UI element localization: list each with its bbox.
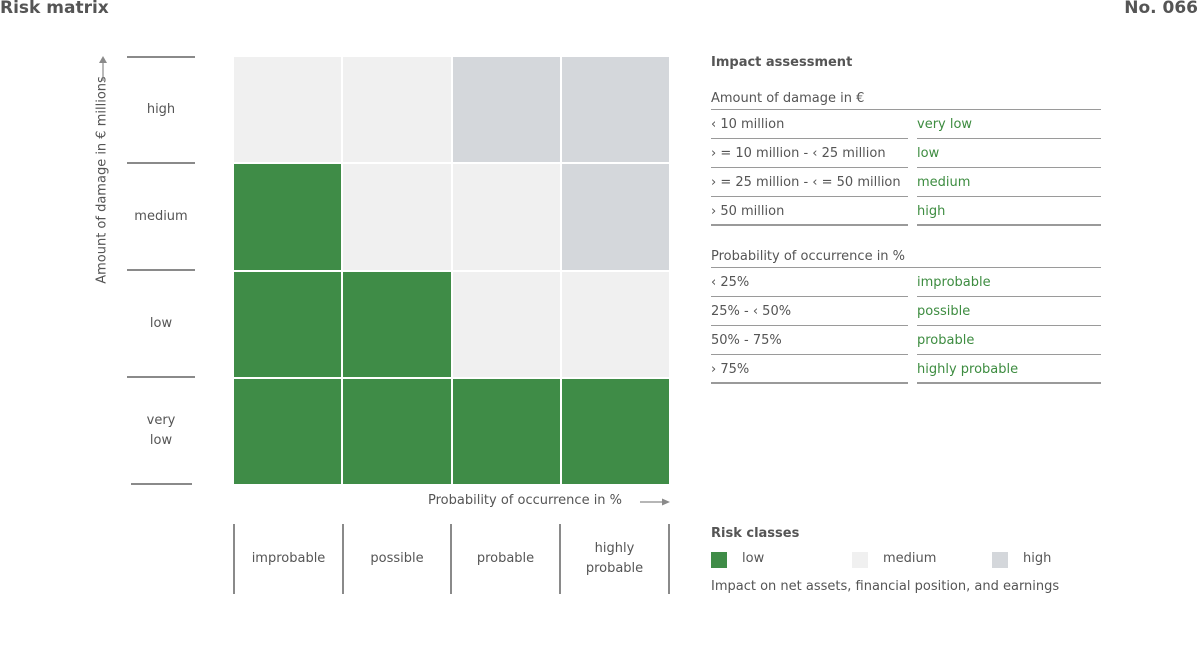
damage-class: medium [917,168,1101,197]
damage-range: › = 10 million - ‹ 25 million [711,139,908,168]
matrix-cell-low [452,378,560,484]
x-level-possible: possible [370,551,424,566]
damage-range: › = 25 million - ‹ = 50 million [711,168,908,197]
table-row: › = 25 million - ‹ = 50 million medium [711,168,1101,197]
matrix-cell-high [561,57,669,163]
damage-class: low [917,139,1101,168]
y-level-high: high [146,102,176,117]
x-axis-divider [668,524,670,594]
legend-swatch-high [992,552,1008,568]
matrix-cell-medium [234,57,342,163]
legend-label-high: high [1023,551,1052,566]
impact-assessment-heading: Impact assessment [711,55,853,70]
x-level-probable: probable [476,551,535,566]
probability-range: ‹ 25% [711,268,908,297]
matrix-cell-high [452,57,560,163]
risk-classes-note: Impact on net assets, financial position… [711,579,1060,594]
y-axis-divider [127,56,195,58]
probability-range: 25% - ‹ 50% [711,297,908,326]
risk-classes-heading: Risk classes [711,526,800,541]
y-axis-divider [127,269,195,271]
matrix-cell-low [234,271,342,377]
damage-section-title: Amount of damage in € [711,88,1101,110]
x-level-highly-probable: highly probable [585,541,644,576]
matrix-cell-low [343,271,451,377]
table-row: 50% - 75% probable [711,326,1101,355]
x-axis-divider [559,524,561,594]
legend-swatch-low [711,552,727,568]
x-axis-divider [450,524,452,594]
damage-range: › 50 million [711,197,908,226]
y-axis-divider [127,376,195,378]
matrix-cell-medium [452,164,560,270]
legend-swatch-medium [852,552,868,568]
probability-class: improbable [917,268,1101,297]
probability-section-title: Probability of occurrence in % [711,246,1101,268]
matrix-cell-low [343,378,451,484]
probability-class: probable [917,326,1101,355]
x-axis-title: Probability of occurrence in % [428,493,623,508]
y-axis-title: Amount of damage in € millions [94,76,110,284]
y-level-medium: medium [134,209,188,224]
legend-label-low: low [742,551,765,566]
probability-class: possible [917,297,1101,326]
matrix-cell-medium [561,271,669,377]
x-axis-divider [342,524,344,594]
page-title: Risk matrix [0,0,109,18]
legend-label-medium: medium [883,551,937,566]
y-axis-divider [127,162,195,164]
matrix-cell-low [234,378,342,484]
x-axis-divider [233,524,235,594]
probability-table: ‹ 25% improbable 25% - ‹ 50% possible 50… [711,268,1101,384]
impact-assessment-panel: Impact assessment Amount of damage in € … [711,55,1101,384]
up-arrow-icon [99,56,107,81]
matrix-cell-medium [452,271,560,377]
y-level-low: low [149,316,173,331]
right-arrow-icon [640,498,670,506]
matrix-cell-high [561,164,669,270]
matrix-cell-medium [343,164,451,270]
table-row: 25% - ‹ 50% possible [711,297,1101,326]
probability-class: highly probable [917,355,1101,384]
table-row: ‹ 10 million very low [711,110,1101,139]
probability-range: 50% - 75% [711,326,908,355]
damage-range: ‹ 10 million [711,110,908,139]
probability-range: › 75% [711,355,908,384]
risk-matrix-grid [233,56,670,485]
table-row: › 75% highly probable [711,355,1101,384]
matrix-cell-low [561,378,669,484]
figure-number: No. 066 [1124,0,1198,18]
matrix-cell-medium [343,57,451,163]
matrix-cell-low [234,164,342,270]
table-row: › 50 million high [711,197,1101,226]
damage-class: high [917,197,1101,226]
table-row: › = 10 million - ‹ 25 million low [711,139,1101,168]
table-row: ‹ 25% improbable [711,268,1101,297]
damage-class: very low [917,110,1101,139]
x-level-improbable: improbable [251,551,326,566]
damage-table: ‹ 10 million very low › = 10 million - ‹… [711,110,1101,226]
y-level-very-low: very low [146,413,176,448]
y-axis-divider [131,483,192,485]
